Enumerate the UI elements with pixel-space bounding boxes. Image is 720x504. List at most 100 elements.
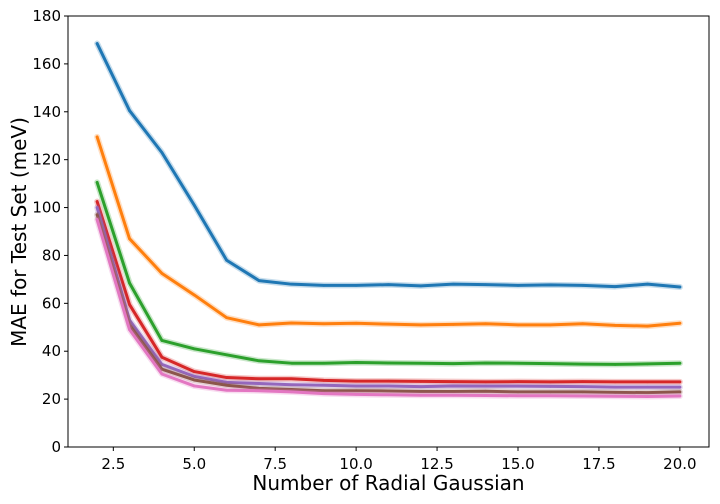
data-point-green [419, 361, 423, 365]
axes: 2.5 5.0 7.5 10.0 12.5 15.0 17.5 20.0 0 20 40 60 80 10… [32, 7, 710, 473]
data-point-blue [581, 284, 585, 287]
data-point-blue [613, 285, 617, 288]
data-point-purple [160, 363, 164, 366]
data-point-orange [95, 135, 99, 139]
data-point-blue [549, 283, 552, 287]
data-point-pink [192, 384, 196, 388]
data-point-brown [322, 389, 326, 393]
y-tick-label: 140 [32, 103, 61, 121]
data-point-purple [354, 384, 358, 388]
data-point-green [516, 361, 520, 365]
data-point-pink [322, 392, 326, 395]
data-point-green [322, 361, 326, 365]
data-point-green [257, 359, 261, 363]
x-tick-label: 10.0 [339, 455, 372, 473]
data-point-brown [678, 390, 682, 394]
data-point-pink [549, 394, 552, 398]
data-point-brown [387, 389, 390, 393]
data-point-brown [516, 390, 520, 394]
data-point-blue [160, 151, 164, 154]
data-point-orange [484, 322, 487, 325]
data-point-pink [290, 390, 293, 394]
data-point-pink [451, 393, 455, 397]
data-point-red [678, 380, 682, 384]
data-point-brown [225, 383, 228, 387]
y-tick-label: 60 [42, 294, 61, 312]
data-point-green [613, 363, 617, 366]
data-point-pink [419, 393, 423, 397]
data-point-brown [613, 391, 617, 394]
data-point-pink [225, 388, 228, 392]
data-point-orange [678, 321, 682, 325]
data-point-red [322, 379, 326, 382]
data-point-red [225, 376, 228, 379]
data-point-blue [290, 282, 293, 286]
data-point-green [290, 361, 293, 365]
data-point-orange [160, 272, 164, 275]
data-point-orange [451, 323, 455, 326]
data-point-purple [419, 385, 423, 388]
plot-frame [67, 15, 710, 448]
data-point-green [678, 361, 682, 365]
data-point-pink [516, 394, 520, 398]
data-point-blue [354, 284, 358, 287]
data-point-pink [484, 394, 487, 397]
data-point-purple [484, 384, 487, 388]
data-point-orange [646, 324, 649, 328]
data-point-orange [225, 316, 228, 320]
data-point-red [549, 380, 552, 384]
x-axis-label: Number of Radial Gaussian [252, 471, 524, 495]
data-point-purple [549, 385, 552, 388]
data-point-pink [678, 394, 682, 398]
data-point-orange [354, 321, 358, 325]
data-point-purple [322, 383, 326, 387]
y-tick-label: 100 [32, 199, 61, 217]
data-point-blue [678, 285, 682, 289]
data-point-orange [549, 323, 552, 327]
x-tick-label: 2.5 [101, 455, 125, 473]
data-point-pink [160, 372, 164, 376]
data-point-purple [613, 385, 617, 389]
data-point-brown [354, 389, 358, 393]
data-point-purple [257, 382, 261, 385]
data-point-purple [451, 384, 455, 388]
data-point-brown [160, 367, 164, 371]
data-point-red [581, 380, 585, 383]
x-tick-label: 12.5 [420, 455, 453, 473]
x-tick-label: 20.0 [663, 455, 696, 473]
data-point-red [419, 380, 423, 383]
y-tick-label: 80 [42, 246, 61, 264]
data-point-green [646, 362, 649, 366]
data-point-orange [322, 322, 326, 325]
data-point-red [128, 303, 131, 306]
data-point-brown [419, 390, 423, 393]
data-point-purple [95, 206, 99, 209]
y-tick-label: 0 [51, 438, 61, 456]
data-point-pink [257, 389, 261, 393]
data-point-orange [613, 324, 617, 327]
data-point-orange [257, 323, 261, 327]
data-point-red [613, 380, 617, 384]
data-point-orange [290, 321, 293, 325]
data-point-red [160, 355, 164, 359]
y-tick-label: 40 [42, 342, 61, 360]
data-point-red [192, 370, 196, 373]
data-point-brown [549, 390, 552, 394]
data-point-pink [95, 218, 99, 221]
data-point-red [257, 377, 261, 381]
data-point-brown [451, 390, 455, 393]
data-point-green [387, 361, 390, 365]
data-point-green [549, 362, 552, 365]
series-line-green [95, 180, 682, 366]
data-point-red [516, 380, 520, 383]
series-line-orange [95, 135, 682, 328]
data-point-blue [646, 282, 649, 286]
series-band-green [94, 179, 683, 368]
data-point-brown [290, 388, 293, 391]
data-point-green [225, 353, 228, 357]
series-line-blue [95, 42, 682, 289]
data-point-red [484, 380, 487, 384]
data-point-red [387, 379, 390, 383]
series-band-blue [94, 40, 683, 291]
data-point-pink [613, 394, 617, 398]
